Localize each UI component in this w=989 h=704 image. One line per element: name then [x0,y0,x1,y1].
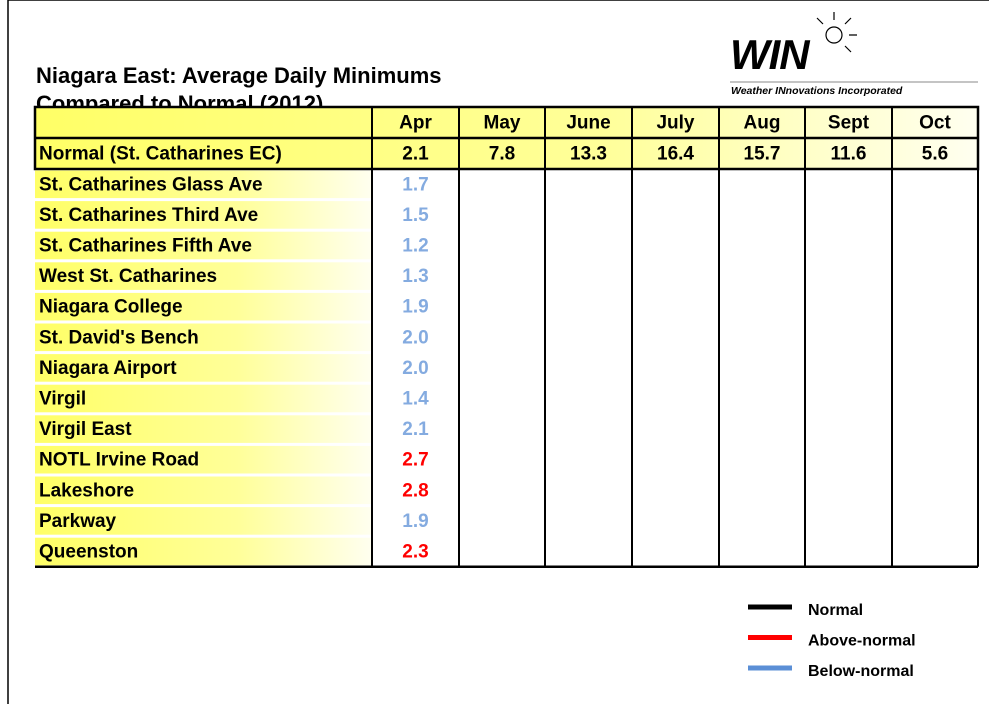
station-cell [35,507,372,535]
normal-label: Normal (St. Catharines EC) [39,144,282,165]
station-name: Niagara Airport [39,358,177,379]
station-value: 2.8 [402,480,428,501]
normal-value: 5.6 [922,144,948,165]
station-value: 2.0 [402,327,428,348]
station-value: 1.9 [402,297,428,318]
station-cell [35,231,372,260]
logo-tagline: Weather INnovations Incorporated [731,85,903,97]
station-cell [35,537,372,566]
station-cell [35,476,372,505]
normal-value: 11.6 [831,144,867,165]
legend-label: Above-normal [808,633,916,650]
station-name: Virgil [39,389,86,410]
legend-label: Normal [808,602,863,619]
station-cell [35,323,372,352]
station-name: Niagara College [39,297,183,318]
station-name: Queenston [39,542,138,563]
logo: WIN Weather INnovations Incorporated [730,12,978,97]
station-value: 1.2 [402,236,428,257]
station-cell [35,445,372,474]
station-value: 1.3 [402,266,428,287]
station-cell [35,384,372,413]
column-header: June [566,113,610,134]
column-header: Sept [828,113,870,134]
station-value: 1.9 [402,511,428,532]
normal-value: 2.1 [402,144,429,165]
logo-sun [825,26,843,44]
normal-value: 16.4 [657,144,694,165]
station-name: Lakeshore [39,480,134,501]
station-cell [35,292,372,321]
column-header: May [484,113,521,134]
normal-value: 13.3 [570,144,607,165]
station-name: St. David's Bench [39,327,199,348]
column-header: July [656,113,694,134]
title-line: Niagara East: Average Daily Minimums [36,63,442,88]
station-cell [35,415,372,443]
station-name: Parkway [39,511,117,532]
station-name: NOTL Irvine Road [39,450,199,471]
station-name: St. Catharines Fifth Ave [39,236,252,257]
station-cell [35,170,372,199]
column-header: Oct [919,113,951,134]
normal-value: 7.8 [489,144,515,165]
station-name: St. Catharines Third Ave [39,205,258,226]
legend-label: Below-normal [808,663,914,680]
logo-name: WIN [730,31,811,78]
station-value: 2.1 [402,419,429,440]
station-name: Virgil East [39,419,132,440]
logo-rays [816,12,857,53]
station-cell [35,262,372,290]
station-value: 1.4 [402,389,429,410]
column-header: Aug [744,113,781,134]
frame [7,0,989,704]
table: Apr May June July Aug Sept Oct Normal (St. Cath… [33,105,980,569]
station-cell [35,354,372,382]
legend: Normal Above-normal Below-normal [748,602,916,680]
station-value: 1.5 [402,205,429,226]
station-value: 2.0 [402,358,428,379]
station-value: 2.7 [402,450,428,471]
station-value: 2.3 [402,542,428,563]
station-value: 1.7 [402,174,428,195]
station-cell [35,201,372,229]
column-header: Apr [399,113,432,134]
station-name: St. Catharines Glass Ave [39,174,263,195]
station-name: West St. Catharines [39,266,217,287]
normal-value: 15.7 [744,144,781,165]
